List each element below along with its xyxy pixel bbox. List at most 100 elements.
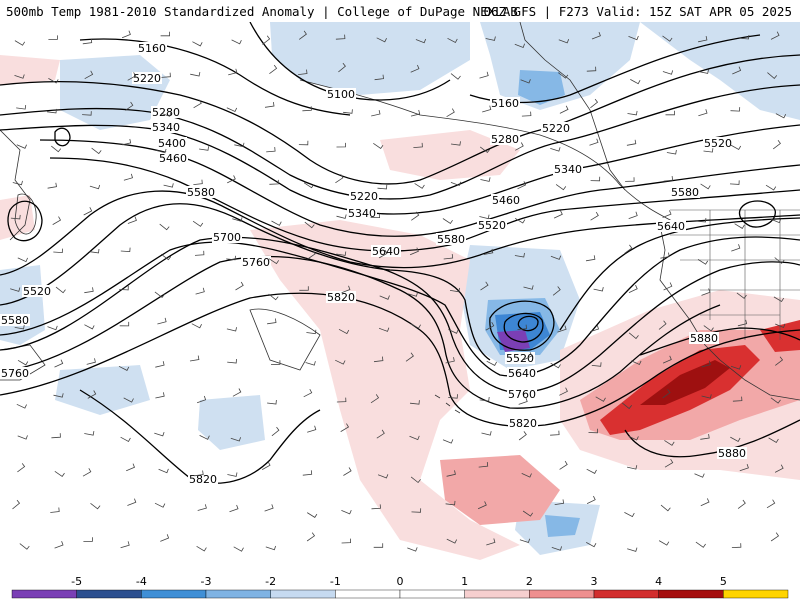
wind-barb bbox=[270, 360, 281, 365]
cold-region-south-left bbox=[198, 395, 265, 450]
contour-labels: 5100 5160 5160 5220 5220 5220 5280 5280 … bbox=[0, 42, 747, 486]
wind-barb bbox=[773, 296, 785, 303]
wind-barb bbox=[264, 504, 274, 512]
wind-barb bbox=[586, 468, 597, 474]
wind-barb bbox=[730, 436, 741, 443]
wind-barb bbox=[17, 463, 26, 473]
colorbar-scale: -5 -4 -3 -2 -1 0 1 2 3 4 5 bbox=[11, 575, 789, 599]
wind-barb bbox=[302, 470, 313, 476]
wind-barb bbox=[89, 184, 101, 190]
wind-barb bbox=[774, 257, 785, 264]
wind-barb bbox=[664, 440, 675, 446]
wind-barb bbox=[553, 210, 563, 219]
wind-barb bbox=[125, 101, 134, 111]
wind-barb bbox=[226, 255, 236, 261]
wind-barb bbox=[701, 288, 711, 296]
contour-label: 5220 bbox=[542, 122, 570, 135]
wind-barb bbox=[265, 545, 276, 551]
canada-coast bbox=[519, 22, 626, 191]
wind-barb bbox=[227, 175, 236, 184]
wind-barb bbox=[157, 317, 167, 325]
wind-barb bbox=[486, 360, 497, 366]
wind-barb bbox=[298, 30, 307, 40]
contour-label: 5160 bbox=[491, 97, 519, 110]
wind-barb bbox=[631, 360, 642, 366]
contour-5820 bbox=[0, 292, 800, 427]
wind-barb bbox=[628, 211, 638, 219]
wind-barb bbox=[411, 508, 422, 513]
wind-barb bbox=[378, 327, 390, 332]
wind-barb bbox=[410, 109, 421, 117]
wind-barb bbox=[233, 546, 244, 552]
contour-low-west bbox=[7, 200, 43, 242]
wind-barb bbox=[732, 396, 743, 402]
wind-barb bbox=[737, 499, 746, 509]
contour-label: 5520 bbox=[506, 352, 534, 365]
wind-barb bbox=[700, 498, 710, 507]
wind-barb bbox=[628, 435, 639, 441]
wind-barb bbox=[590, 211, 599, 221]
wind-barb bbox=[627, 547, 638, 552]
contour-label: 5760 bbox=[242, 256, 270, 269]
wind-barb bbox=[411, 211, 420, 221]
cold-region-far-left bbox=[0, 265, 45, 345]
wind-barb bbox=[550, 147, 561, 152]
wind-barb bbox=[126, 463, 136, 472]
wind-barb bbox=[703, 325, 714, 332]
wind-barb bbox=[694, 473, 705, 478]
wind-barb bbox=[154, 431, 165, 437]
colorbar-segment bbox=[76, 589, 142, 599]
wind-barb bbox=[84, 287, 94, 294]
wind-barb bbox=[82, 111, 92, 116]
colorbar-segment bbox=[593, 589, 659, 599]
wind-barb bbox=[336, 251, 347, 256]
wind-barb bbox=[192, 41, 203, 47]
wind-barb bbox=[127, 216, 137, 224]
wind-barb bbox=[343, 109, 353, 114]
wind-barb bbox=[306, 329, 317, 335]
wind-barb bbox=[550, 255, 562, 260]
wind-barb bbox=[589, 138, 599, 146]
wind-barb bbox=[550, 430, 560, 436]
wind-barb bbox=[123, 397, 134, 403]
contour-label: 5640 bbox=[657, 220, 685, 233]
wind-barb bbox=[336, 397, 347, 403]
wind-barb bbox=[698, 36, 708, 43]
wind-barb bbox=[267, 318, 277, 325]
contour-5760 bbox=[0, 255, 721, 409]
wind-barb bbox=[731, 244, 741, 252]
wind-barb bbox=[446, 538, 458, 544]
wind-barb bbox=[48, 35, 58, 40]
wind-barb bbox=[306, 512, 318, 518]
wind-barb bbox=[83, 537, 93, 542]
polynesia-outline bbox=[249, 308, 321, 371]
wind-barb bbox=[588, 428, 598, 434]
wind-barb bbox=[410, 323, 421, 329]
wind-barb bbox=[83, 207, 93, 216]
wind-barb bbox=[449, 287, 460, 293]
wind-barb bbox=[739, 463, 749, 472]
contour-low-west-2 bbox=[54, 127, 71, 147]
contour-low-closed-3 bbox=[517, 315, 539, 332]
wind-barb bbox=[370, 213, 380, 218]
wind-barb bbox=[628, 35, 639, 41]
wind-barb bbox=[269, 179, 279, 185]
contour-5820-south bbox=[79, 389, 321, 484]
wind-barb bbox=[447, 37, 458, 44]
wind-barb bbox=[523, 352, 533, 361]
wind-barb bbox=[772, 140, 781, 150]
colorbar-tick-label: -2 bbox=[265, 575, 276, 588]
wind-barb bbox=[14, 74, 25, 79]
colorbar-segment bbox=[270, 589, 336, 599]
colorbar-segment bbox=[529, 589, 595, 599]
wind-barb bbox=[703, 148, 714, 153]
wind-barb bbox=[558, 39, 570, 44]
wind-barb bbox=[554, 499, 565, 505]
wind-barb bbox=[697, 259, 709, 265]
contour-low-closed-1 bbox=[489, 300, 555, 351]
wind-barb bbox=[16, 403, 27, 409]
cold-region-south-mid bbox=[545, 515, 580, 537]
wind-barb bbox=[520, 79, 531, 84]
wind-barb bbox=[190, 72, 201, 77]
colorbar-segment bbox=[141, 589, 207, 599]
